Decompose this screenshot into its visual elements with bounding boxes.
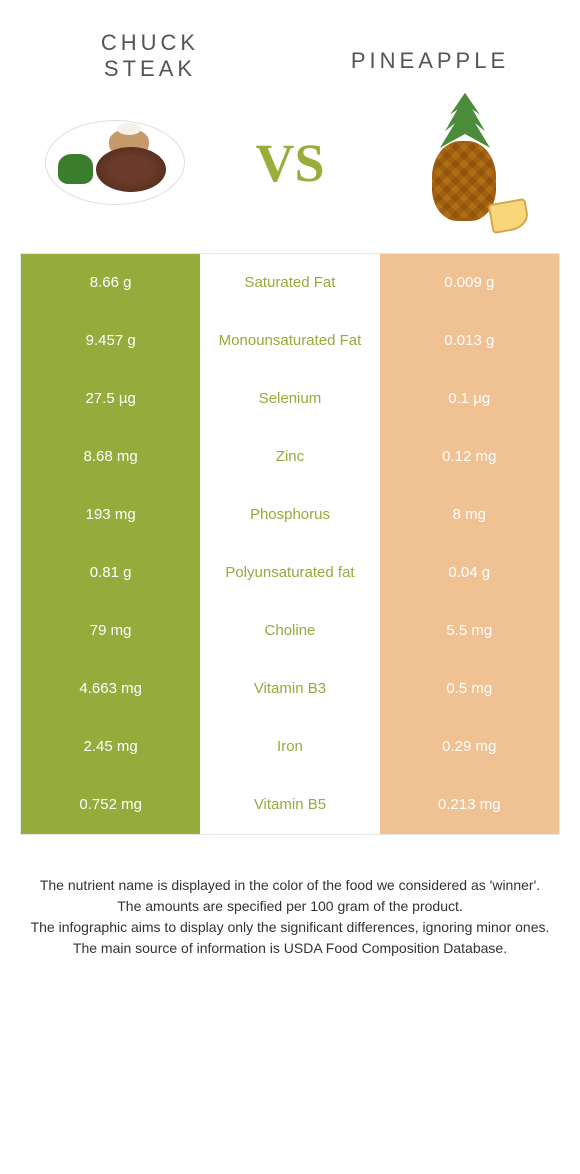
left-value: 27.5 µg [21, 370, 200, 428]
left-value: 8.68 mg [21, 428, 200, 486]
images-row: VS [0, 93, 580, 243]
left-value: 8.66 g [21, 254, 200, 312]
footer-line: The nutrient name is displayed in the co… [30, 875, 550, 896]
right-value: 5.5 mg [380, 602, 559, 660]
nutrient-name: Vitamin B5 [200, 776, 379, 834]
nutrient-table: 8.66 gSaturated Fat0.009 g9.457 gMonouns… [20, 253, 560, 835]
steak-plate-icon [45, 120, 185, 205]
nutrient-name: Monounsaturated Fat [200, 312, 379, 370]
left-food-title: CHUCK STEAK [50, 30, 250, 83]
left-food-image [40, 103, 190, 223]
left-value: 4.663 mg [21, 660, 200, 718]
left-value: 193 mg [21, 486, 200, 544]
right-value: 0.5 mg [380, 660, 559, 718]
nutrient-name: Iron [200, 718, 379, 776]
nutrient-name: Selenium [200, 370, 379, 428]
left-value: 0.81 g [21, 544, 200, 602]
right-value: 0.009 g [380, 254, 559, 312]
right-value: 0.29 mg [380, 718, 559, 776]
footer-notes: The nutrient name is displayed in the co… [0, 835, 580, 979]
right-value: 8 mg [380, 486, 559, 544]
table-row: 4.663 mgVitamin B30.5 mg [21, 660, 559, 718]
right-value: 0.04 g [380, 544, 559, 602]
right-value: 0.12 mg [380, 428, 559, 486]
table-row: 2.45 mgIron0.29 mg [21, 718, 559, 776]
header: CHUCK STEAK PINEAPPLE [0, 0, 580, 93]
vs-label: VS [255, 132, 324, 194]
table-row: 8.66 gSaturated Fat0.009 g [21, 254, 559, 312]
nutrient-name: Vitamin B3 [200, 660, 379, 718]
table-row: 27.5 µgSelenium0.1 µg [21, 370, 559, 428]
nutrient-name: Zinc [200, 428, 379, 486]
header-right: PINEAPPLE [330, 30, 530, 74]
right-food-image [390, 103, 540, 223]
nutrient-name: Choline [200, 602, 379, 660]
table-row: 9.457 gMonounsaturated Fat0.013 g [21, 312, 559, 370]
right-value: 0.213 mg [380, 776, 559, 834]
right-value: 0.013 g [380, 312, 559, 370]
left-value: 2.45 mg [21, 718, 200, 776]
right-value: 0.1 µg [380, 370, 559, 428]
left-value: 0.752 mg [21, 776, 200, 834]
footer-line: The infographic aims to display only the… [30, 917, 550, 938]
footer-line: The amounts are specified per 100 gram o… [30, 896, 550, 917]
footer-line: The main source of information is USDA F… [30, 938, 550, 959]
table-row: 0.81 gPolyunsaturated fat0.04 g [21, 544, 559, 602]
header-left: CHUCK STEAK [50, 30, 250, 83]
right-food-title: PINEAPPLE [330, 48, 530, 74]
nutrient-name: Phosphorus [200, 486, 379, 544]
table-row: 8.68 mgZinc0.12 mg [21, 428, 559, 486]
nutrient-name: Polyunsaturated fat [200, 544, 379, 602]
left-value: 79 mg [21, 602, 200, 660]
left-value: 9.457 g [21, 312, 200, 370]
pineapple-icon [410, 93, 520, 233]
table-row: 79 mgCholine5.5 mg [21, 602, 559, 660]
table-row: 193 mgPhosphorus8 mg [21, 486, 559, 544]
nutrient-name: Saturated Fat [200, 254, 379, 312]
table-row: 0.752 mgVitamin B50.213 mg [21, 776, 559, 834]
